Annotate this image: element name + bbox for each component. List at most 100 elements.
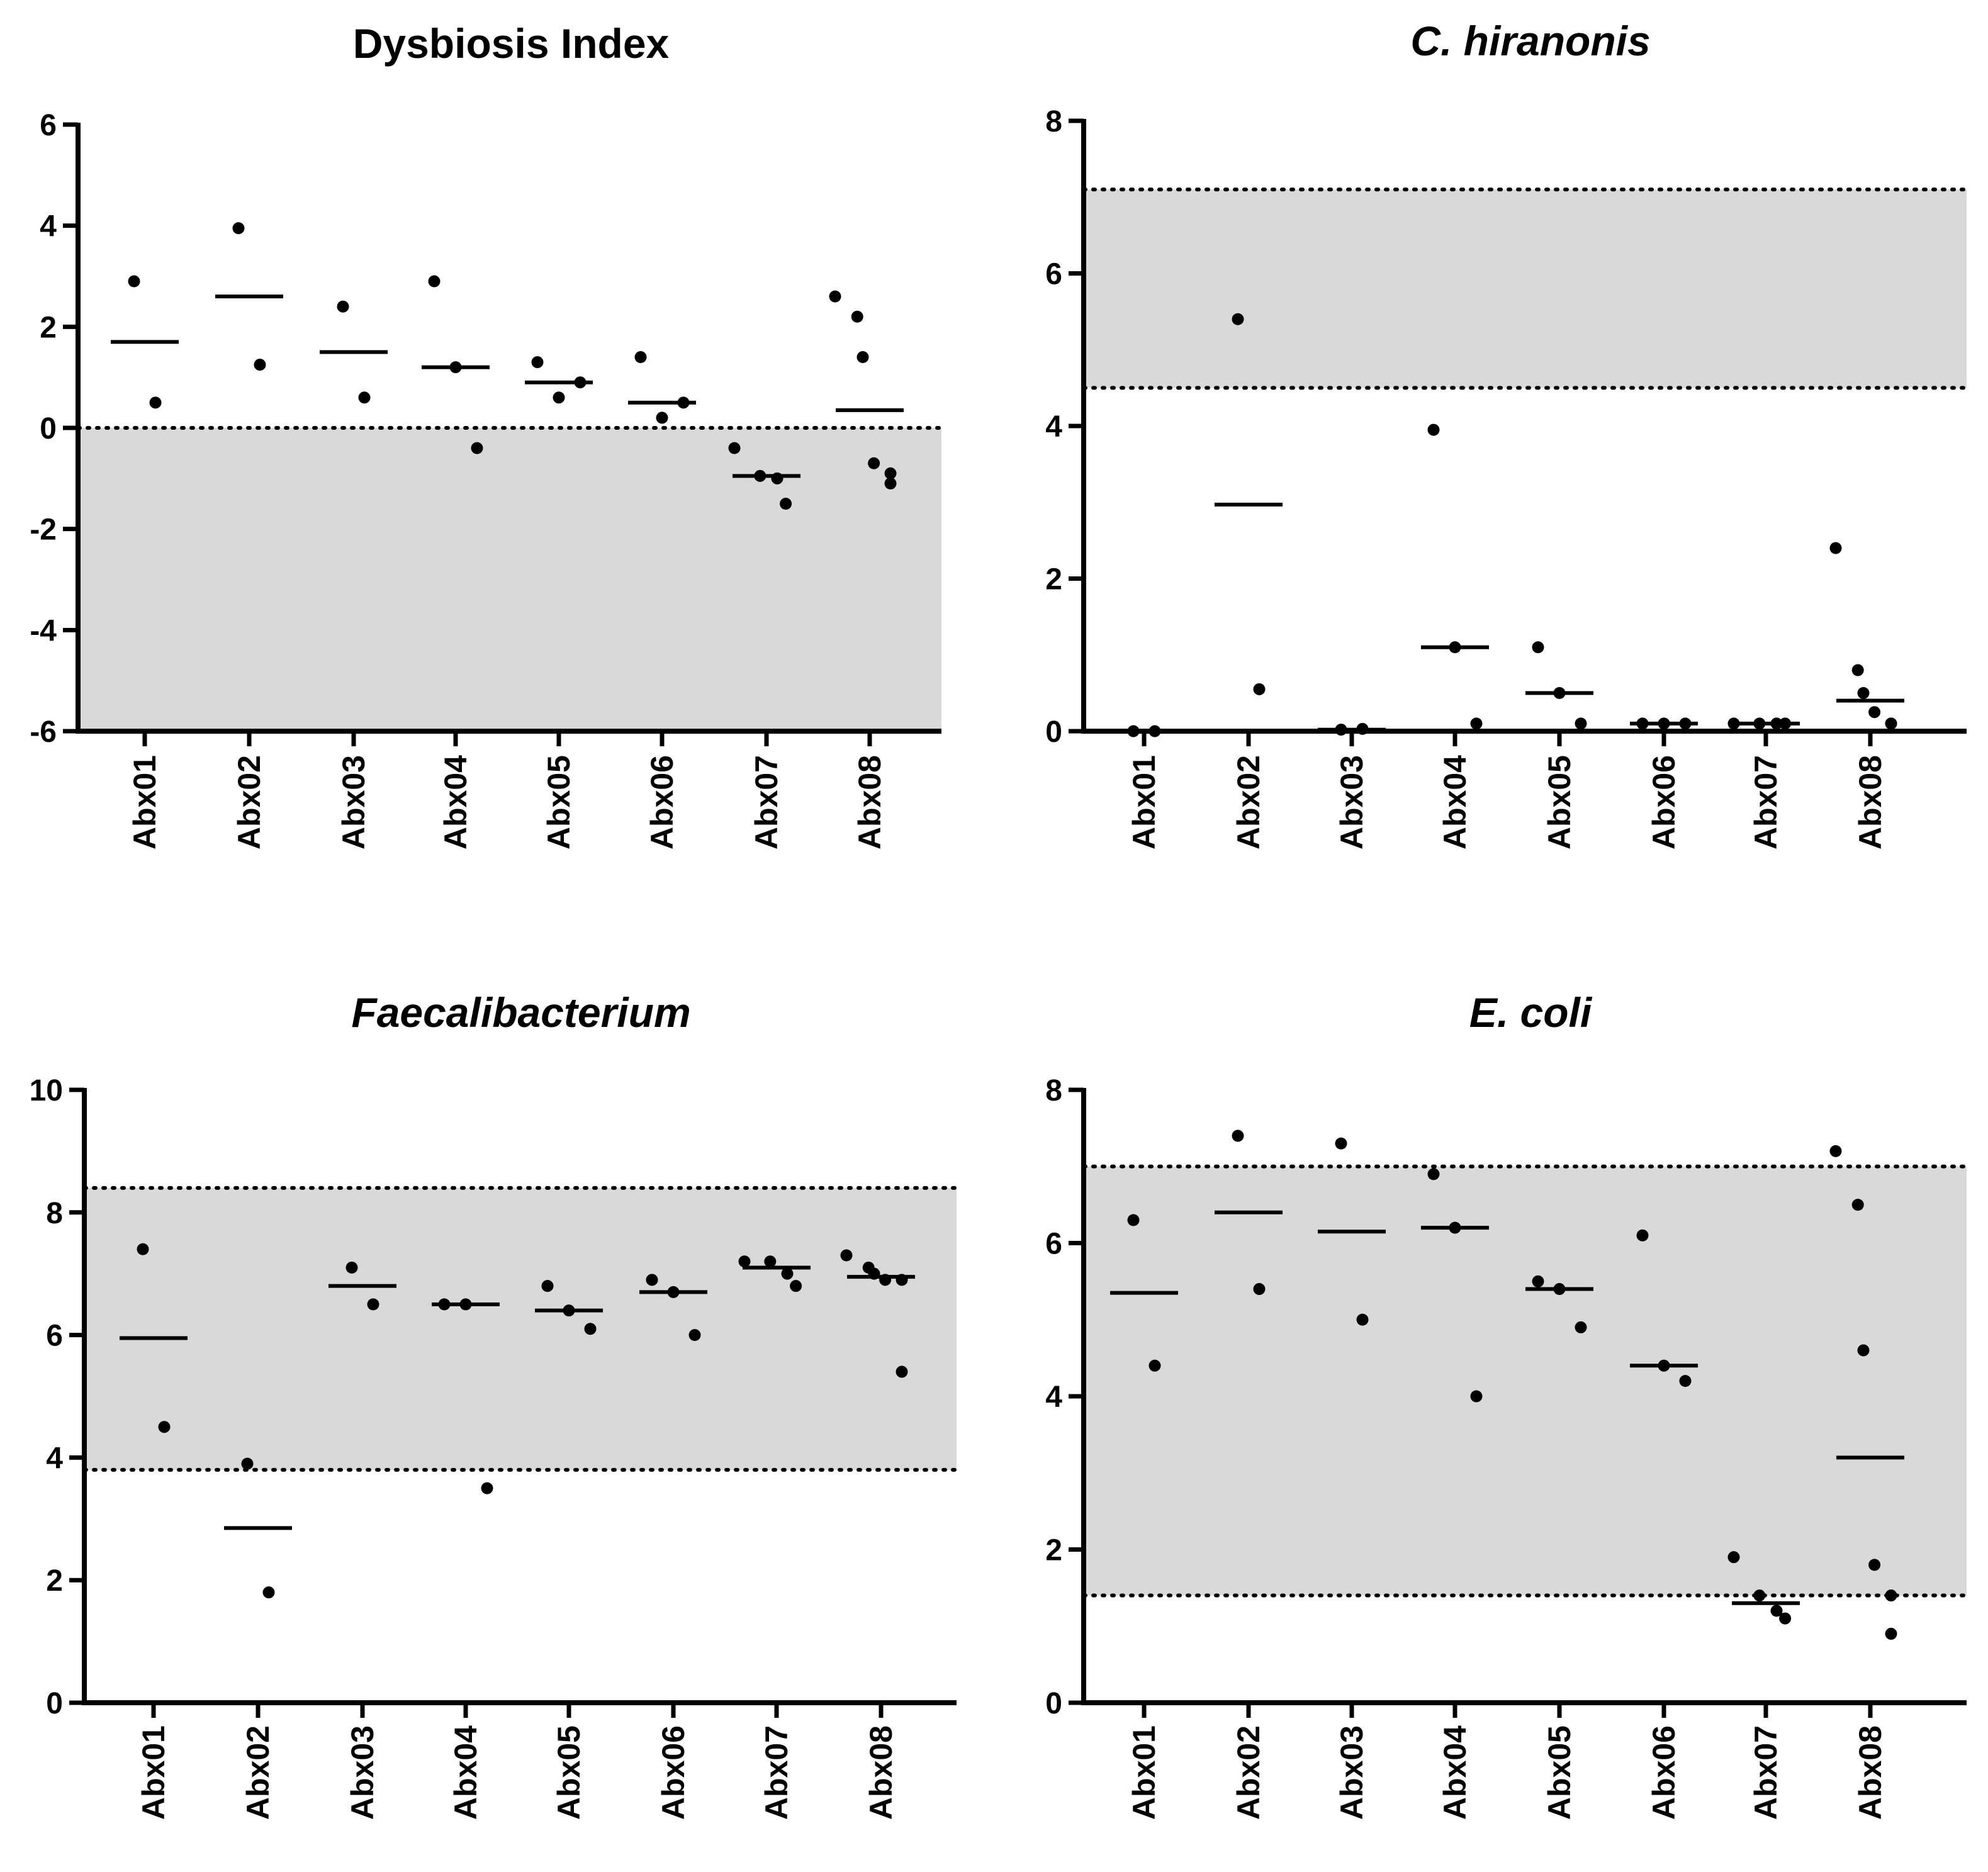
data-point xyxy=(868,457,880,469)
data-point xyxy=(856,351,869,364)
data-point xyxy=(541,1280,554,1292)
x-tick-label: Abx08 xyxy=(1853,755,1888,849)
y-tick-label: 0 xyxy=(1045,715,1062,749)
data-point xyxy=(241,1457,254,1470)
panel-dysbiosis-index: Dysbiosis Index -6 -4 -2 0 2 4 6 Abx01 Abx02 Abx0… xyxy=(30,20,943,849)
data-point xyxy=(1885,1589,1897,1602)
data-point xyxy=(1779,1612,1792,1625)
data-point xyxy=(646,1274,658,1286)
y-tick-label: 0 xyxy=(46,1687,63,1720)
x-tick-label: Abx01 xyxy=(136,1725,171,1820)
data-point xyxy=(728,442,741,454)
data-point xyxy=(481,1482,493,1494)
data-point xyxy=(158,1421,171,1433)
x-tick-label: Abx06 xyxy=(1646,1725,1682,1820)
x-tick-label: Abx03 xyxy=(1334,755,1369,849)
panel-c-hiranonis: C. hiranonis 0 2 4 6 8 Abx01 Abx02 Abx03 Abx04 Ab… xyxy=(1045,18,1968,849)
data-point xyxy=(829,290,841,303)
data-point xyxy=(884,477,897,490)
data-point xyxy=(428,275,441,288)
data-point xyxy=(137,1243,149,1255)
data-point xyxy=(1575,717,1587,730)
x-tick-label: Abx03 xyxy=(345,1725,380,1820)
data-point xyxy=(1232,313,1244,325)
data-point xyxy=(1851,664,1864,676)
data-point xyxy=(262,1586,275,1599)
y-tick-label: 6 xyxy=(40,109,57,142)
panel-faecalibacterium: Faecalibacterium 0 2 4 6 8 10 Abx01 Abx02 Abx03 A… xyxy=(30,989,958,1820)
x-tick-label: Abx02 xyxy=(1231,755,1266,849)
data-point xyxy=(781,1267,794,1280)
data-point xyxy=(337,300,349,313)
y-tick-label: 6 xyxy=(1045,258,1062,291)
data-point xyxy=(1829,542,1842,554)
data-point xyxy=(1335,1137,1347,1150)
x-tick-label: Abx04 xyxy=(1437,755,1473,849)
x-tick-label: Abx07 xyxy=(1748,1725,1783,1820)
data-point xyxy=(471,442,483,454)
x-tick-label: Abx07 xyxy=(1748,755,1783,849)
x-tick-label: Abx05 xyxy=(1542,755,1577,849)
data-point xyxy=(1356,1313,1369,1326)
data-point xyxy=(1857,1344,1870,1357)
data-point xyxy=(896,1365,908,1378)
x-tick-label: Abx01 xyxy=(127,755,162,849)
y-tick-label: 4 xyxy=(1045,1381,1062,1414)
data-point xyxy=(1868,1559,1881,1571)
reference-range-band xyxy=(84,1187,957,1470)
data-point xyxy=(345,1261,358,1274)
x-tick-label: Abx02 xyxy=(240,1725,276,1820)
x-tick-label: Abx05 xyxy=(1542,1725,1577,1820)
data-point xyxy=(531,356,544,369)
data-point xyxy=(790,1280,802,1292)
x-tick-label: Abx04 xyxy=(438,755,473,849)
y-tick-label: 2 xyxy=(1045,1534,1062,1567)
chart-title: Faecalibacterium xyxy=(351,989,690,1036)
data-point xyxy=(764,1255,777,1268)
y-tick-label: 0 xyxy=(1045,1687,1062,1720)
reference-range-band xyxy=(78,428,941,731)
data-point xyxy=(254,359,266,371)
y-tick-label: 2 xyxy=(40,311,57,344)
data-point xyxy=(1253,683,1266,695)
data-point xyxy=(1148,1359,1161,1372)
x-tick-label: Abx06 xyxy=(1646,755,1682,849)
data-point xyxy=(1253,1283,1266,1296)
y-tick-label: 4 xyxy=(1045,410,1062,444)
data-point xyxy=(851,310,863,323)
y-tick-label: 2 xyxy=(1045,563,1062,597)
y-tick-label: 4 xyxy=(46,1442,63,1475)
x-tick-label: Abx02 xyxy=(232,755,267,849)
data-point xyxy=(1470,1390,1483,1403)
data-point xyxy=(1885,1627,1897,1640)
y-tick-label: 8 xyxy=(1045,1074,1062,1107)
y-tick-label: 8 xyxy=(46,1197,63,1230)
data-point xyxy=(656,412,668,424)
y-tick-label: 4 xyxy=(40,210,57,244)
data-point xyxy=(688,1329,701,1342)
data-point xyxy=(1727,1551,1740,1564)
x-tick-label: Abx08 xyxy=(863,1725,899,1820)
y-tick-label: -2 xyxy=(30,513,57,547)
reference-range-band xyxy=(1084,1166,1967,1596)
chart-title: Dysbiosis Index xyxy=(353,20,670,67)
data-point xyxy=(1753,1589,1766,1602)
data-point xyxy=(1127,1214,1140,1226)
data-point xyxy=(884,467,897,479)
data-point xyxy=(634,351,647,364)
data-point xyxy=(367,1298,379,1311)
x-tick-label: Abx04 xyxy=(448,1725,483,1820)
chart-title: E. coli xyxy=(1469,989,1593,1036)
y-tick-label: 2 xyxy=(46,1564,63,1598)
data-point xyxy=(1829,1145,1842,1157)
data-point xyxy=(1679,1375,1692,1387)
x-tick-label: Abx06 xyxy=(644,755,680,849)
y-tick-label: 0 xyxy=(40,412,57,446)
data-point xyxy=(1868,706,1881,719)
x-tick-label: Abx03 xyxy=(336,755,371,849)
data-point xyxy=(1636,1229,1649,1241)
data-point xyxy=(738,1255,751,1268)
x-tick-label: Abx08 xyxy=(852,755,887,849)
panel-e-coli: E. coli 0 2 4 6 8 Abx01 Abx02 Abx03 Abx04 Abx05 Ab… xyxy=(1045,989,1968,1820)
data-point xyxy=(1851,1199,1864,1211)
